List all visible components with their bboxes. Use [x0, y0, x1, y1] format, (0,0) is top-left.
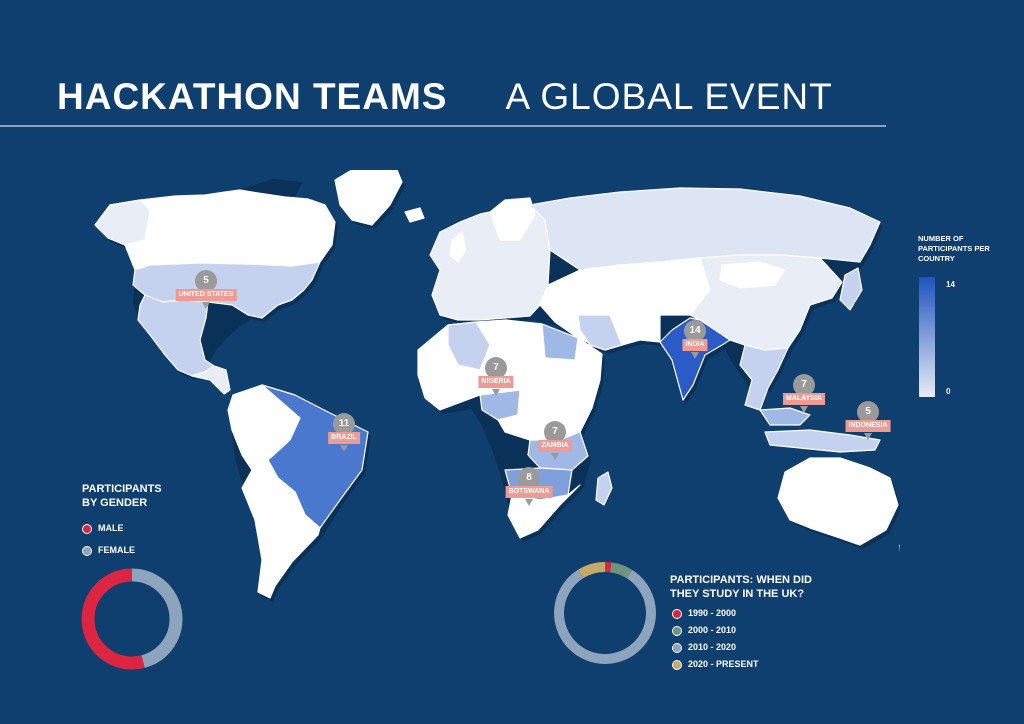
- countries: [94, 170, 900, 599]
- uk-study-donut-chart: [554, 562, 656, 664]
- central-america-region: [191, 365, 231, 395]
- pin-tip: [864, 433, 872, 440]
- marker-botswana: 8 BOTSWANA: [499, 467, 559, 511]
- marker-zambia: 7 ZAMBIA: [525, 421, 585, 465]
- pin-tip: [551, 453, 559, 460]
- pin-tip: [525, 499, 533, 506]
- indonesia-region: [764, 429, 881, 453]
- uk-title-line1: PARTICIPANTS: WHEN DID: [670, 574, 812, 586]
- egypt-region: [541, 323, 579, 361]
- europe-region: [429, 204, 551, 321]
- marker-label: NIGERIA: [478, 376, 514, 388]
- india-region: [659, 317, 731, 401]
- male-swatch: [82, 523, 92, 534]
- australia-region: [777, 457, 899, 546]
- legend-label: 1990 - 2000: [688, 608, 737, 618]
- marker-india: 14 INDIA: [665, 320, 725, 364]
- swatch-2010-2020: [672, 642, 682, 653]
- legend-item-female: FEMALE: [82, 545, 135, 556]
- scale-max-label: 14: [946, 280, 955, 289]
- uk-legend-title: PARTICIPANTS: WHEN DID THEY STUDY IN THE…: [670, 573, 812, 601]
- title-bold: HACKATHON TEAMS: [57, 76, 448, 117]
- marker-nigeria: 7 NIGERIA: [466, 357, 526, 401]
- marker-united-states: 5 UNITED STATES: [175, 270, 237, 314]
- legend-label: FEMALE: [98, 545, 135, 555]
- marker-label: ZAMBIA: [538, 440, 572, 452]
- pin-tip: [691, 352, 699, 359]
- alaska-region: [94, 199, 151, 246]
- legend-label: 2000 - 2010: [688, 625, 737, 635]
- uk-region: [449, 231, 467, 263]
- legend-item-male: MALE: [82, 523, 124, 534]
- gender-title-line2: BY GENDER: [82, 497, 148, 509]
- uk-study-slice-2010-2020: [554, 562, 656, 664]
- gender-title-line1: PARTICIPANTS: [82, 483, 162, 495]
- page-title: HACKATHON TEAMS A GLOBAL EVENT: [57, 76, 833, 118]
- legend-item-2020-present: 2020 - PRESENT: [672, 659, 759, 670]
- uk-title-line2: THEY STUDY IN THE UK?: [670, 588, 805, 600]
- legend-item-1990-2000: 1990 - 2000: [672, 608, 736, 619]
- marker-count: 8: [518, 467, 540, 489]
- greenland-region: [334, 170, 403, 226]
- gender-donut-chart: [81, 568, 183, 670]
- southern-cone-region: [241, 459, 321, 599]
- marker-brazil: 11 BRAZIL: [314, 413, 374, 457]
- legend-item-2000-2010: 2000 - 2010: [672, 625, 736, 636]
- southern-africa-region: [507, 484, 581, 539]
- swatch-1990-2000: [672, 608, 682, 619]
- legend-label: MALE: [98, 523, 124, 533]
- marker-count: 5: [195, 270, 217, 292]
- pin-tip: [800, 406, 808, 413]
- marker-label: BOTSWANA: [505, 486, 553, 498]
- mongolia-region: [719, 261, 786, 289]
- japan-region: [839, 267, 863, 311]
- marker-label: MALAYSIA: [783, 393, 825, 405]
- gender-legend-title: PARTICIPANTS BY GENDER: [82, 482, 162, 510]
- swatch-2020-present: [672, 659, 682, 670]
- marker-count: 7: [793, 374, 815, 396]
- marker-malaysia: 7 MALAYSIA: [774, 374, 834, 418]
- saudi-region: [577, 314, 623, 351]
- marker-count: 5: [857, 401, 879, 423]
- female-swatch: [82, 545, 92, 556]
- marker-count: 7: [485, 357, 507, 379]
- scale-legend-title: NUMBER OF PARTICIPANTS PER COUNTRY: [918, 234, 990, 263]
- marker-indonesia: 5 INDONESIA: [838, 401, 898, 445]
- pin-tip: [202, 302, 210, 309]
- legend-label: 2020 - PRESENT: [688, 659, 759, 669]
- southeast-asia-region: [739, 344, 789, 411]
- algeria-region: [447, 321, 491, 371]
- scale-min-label: 0: [946, 387, 951, 396]
- pin-tip: [340, 445, 348, 452]
- uk-study-slice-2020-present: [554, 562, 656, 664]
- scandinavia-region: [489, 197, 536, 241]
- marker-count: 7: [544, 421, 566, 443]
- swatch-2000-2010: [672, 625, 682, 636]
- gender-slice-female: [81, 568, 183, 670]
- marker-label: BRAZIL: [328, 432, 360, 444]
- marker-label: UNITED STATES: [175, 289, 237, 301]
- marker-count: 14: [684, 320, 706, 342]
- iceland-region: [404, 207, 425, 223]
- marker-label: INDIA: [682, 339, 708, 351]
- title-light: A GLOBAL EVENT: [505, 76, 833, 117]
- marker-label: INDONESIA: [845, 420, 891, 432]
- malaysia-region: [759, 407, 811, 426]
- world-map: [94, 170, 900, 602]
- madagascar-region: [595, 471, 613, 506]
- legend-label: 2010 - 2020: [688, 642, 737, 652]
- marker-count: 11: [333, 413, 355, 435]
- legend-item-2010-2020: 2010 - 2020: [672, 642, 736, 653]
- title-divider: [0, 125, 886, 127]
- scale-gradient-bar: [919, 277, 935, 397]
- pin-tip: [492, 389, 500, 396]
